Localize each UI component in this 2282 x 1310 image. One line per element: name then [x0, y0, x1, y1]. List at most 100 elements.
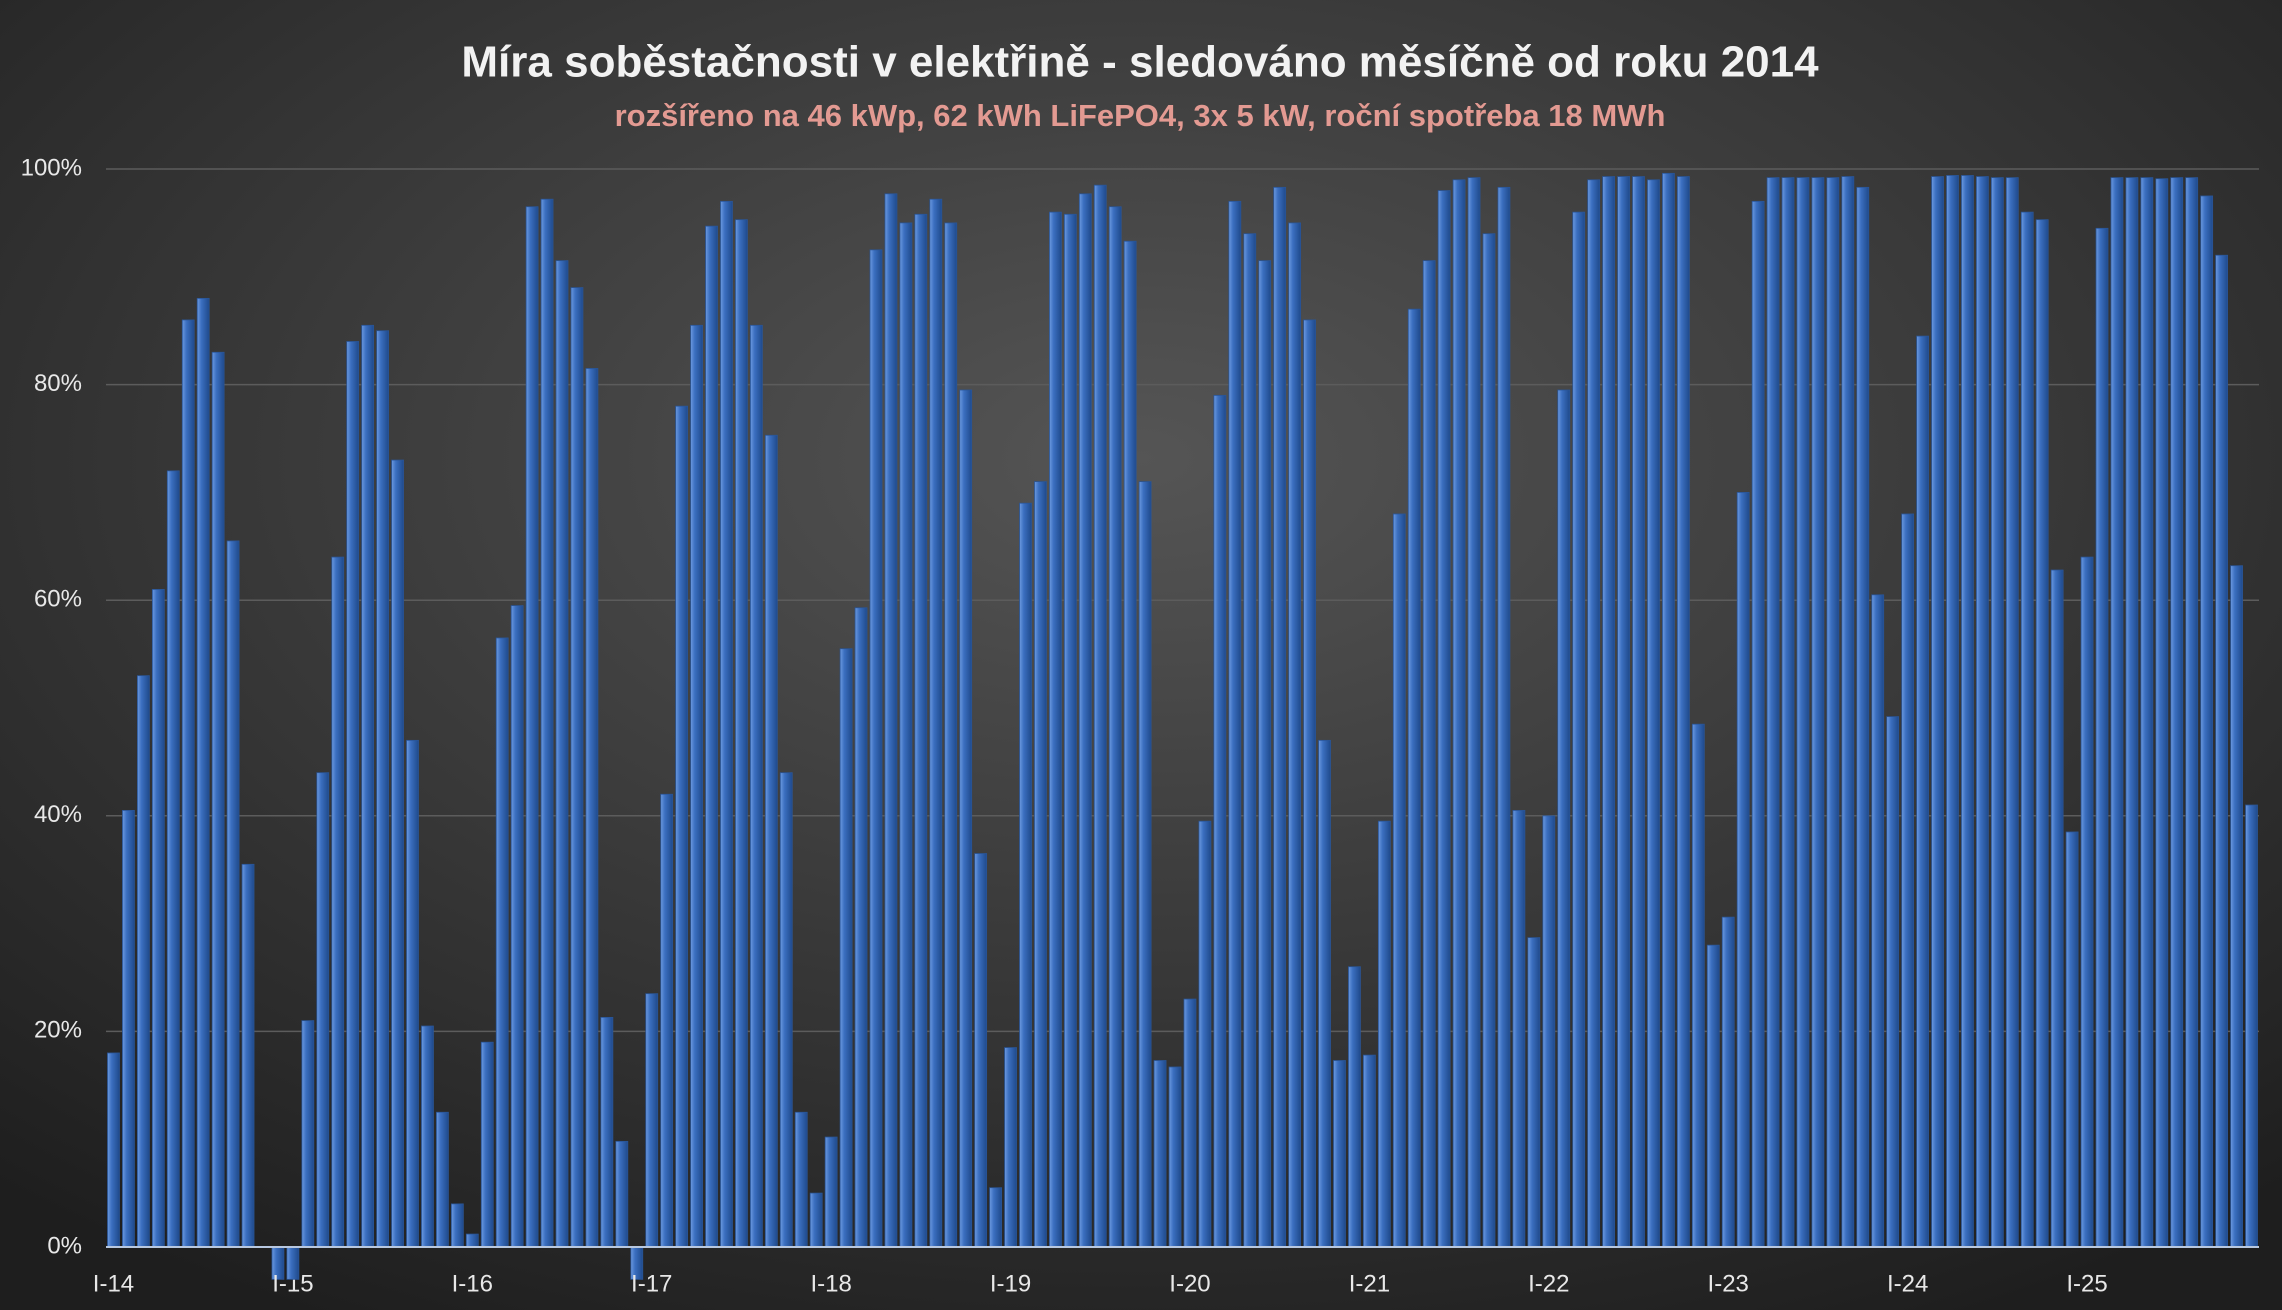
bar: [1198, 820, 1212, 1248]
bar: [1377, 820, 1391, 1248]
bar: [2200, 195, 2214, 1248]
bar: [854, 607, 868, 1248]
bar: [705, 225, 718, 1248]
bar: [974, 853, 988, 1248]
bar: [944, 222, 958, 1248]
bar: [989, 1187, 1002, 1248]
bar: [764, 434, 778, 1248]
x-tick-label: I-14: [93, 1270, 134, 1297]
x-tick-label: I-23: [1708, 1270, 1749, 1297]
y-tick-label: 20%: [34, 1017, 82, 1044]
bar: [675, 405, 689, 1248]
bar: [450, 1203, 464, 1248]
bar: [136, 675, 150, 1248]
bar: [1392, 513, 1406, 1248]
bar: [1213, 394, 1227, 1248]
bar: [2215, 254, 2229, 1248]
bar: [1333, 1060, 1346, 1248]
bar: [1348, 966, 1361, 1248]
bar: [1811, 177, 1825, 1248]
bar: [241, 863, 255, 1248]
bar: [1019, 502, 1032, 1248]
bar: [1482, 233, 1496, 1248]
bar: [196, 297, 210, 1248]
bar: [1153, 1060, 1167, 1248]
bar: [2155, 178, 2169, 1248]
bar: [2035, 219, 2049, 1248]
bar: [1452, 179, 1466, 1248]
bar: [1363, 1054, 1376, 1248]
y-tick-label: 80%: [34, 370, 82, 397]
bar: [1258, 260, 1272, 1248]
bar: [1931, 176, 1944, 1248]
bar: [226, 540, 240, 1248]
bar: [1676, 176, 1690, 1248]
bar: [750, 324, 763, 1248]
x-tick-label: I-16: [452, 1270, 493, 1297]
bar: [495, 637, 509, 1248]
bar: [1273, 186, 1287, 1248]
bar: [1572, 211, 1586, 1248]
bar: [1318, 739, 1331, 1248]
bar: [1497, 186, 1511, 1248]
bar: [794, 1111, 808, 1248]
bar: [1946, 175, 1959, 1248]
bar: [690, 324, 703, 1248]
bar: [151, 589, 165, 1248]
bar: [1781, 177, 1795, 1248]
bar: [1691, 723, 1705, 1248]
bar: [615, 1140, 629, 1248]
bar: [914, 213, 928, 1248]
bar: [1796, 177, 1810, 1248]
y-tick-label: 0%: [47, 1232, 82, 1259]
bar: [2140, 177, 2154, 1248]
bar: [1557, 389, 1571, 1248]
bar: [540, 198, 554, 1248]
bar: [391, 459, 404, 1248]
bar: [779, 772, 793, 1248]
chart-subtitle: rozšířeno na 46 kWp, 62 kWh LiFePO4, 3x …: [615, 98, 1666, 133]
bar: [2080, 556, 2094, 1248]
chart-title: Míra soběstačnosti v elektřině - sledová…: [461, 38, 1819, 87]
bar: [735, 219, 748, 1248]
bar: [510, 605, 524, 1248]
bar: [1123, 240, 1137, 1248]
bar: [1856, 186, 1870, 1248]
bar: [1288, 222, 1302, 1248]
bar: [1168, 1066, 1182, 1248]
bar: [1243, 233, 1257, 1248]
bar: [1228, 200, 1242, 1248]
bar: [2245, 804, 2258, 1248]
bar: [1512, 810, 1526, 1248]
bar: [869, 249, 883, 1248]
y-tick-label: 60%: [34, 586, 82, 613]
bar: [1990, 177, 2004, 1248]
bar: [421, 1025, 434, 1248]
bar: [2050, 569, 2064, 1248]
bar: [1183, 998, 1197, 1248]
bar: [2095, 227, 2109, 1248]
bar: [2065, 831, 2079, 1248]
bar: [660, 793, 674, 1248]
bar: [1063, 213, 1077, 1248]
bar: [1542, 815, 1556, 1248]
bar: [480, 1041, 494, 1248]
bar: [585, 368, 599, 1248]
bar: [166, 470, 180, 1248]
bar: [1751, 200, 1765, 1248]
x-tick-label: I-22: [1528, 1270, 1569, 1297]
bar: [316, 772, 330, 1248]
bar: [2185, 177, 2199, 1248]
bar: [1004, 1047, 1017, 1248]
x-tick-label: I-17: [631, 1270, 672, 1297]
bar: [525, 206, 539, 1248]
bar: [286, 1246, 300, 1280]
bar: [1049, 211, 1062, 1248]
bar: [1632, 176, 1645, 1248]
bar: [1527, 937, 1541, 1248]
bar: [1467, 177, 1481, 1248]
bar: [181, 319, 195, 1248]
bar: [959, 389, 973, 1248]
bar: [301, 1020, 315, 1248]
